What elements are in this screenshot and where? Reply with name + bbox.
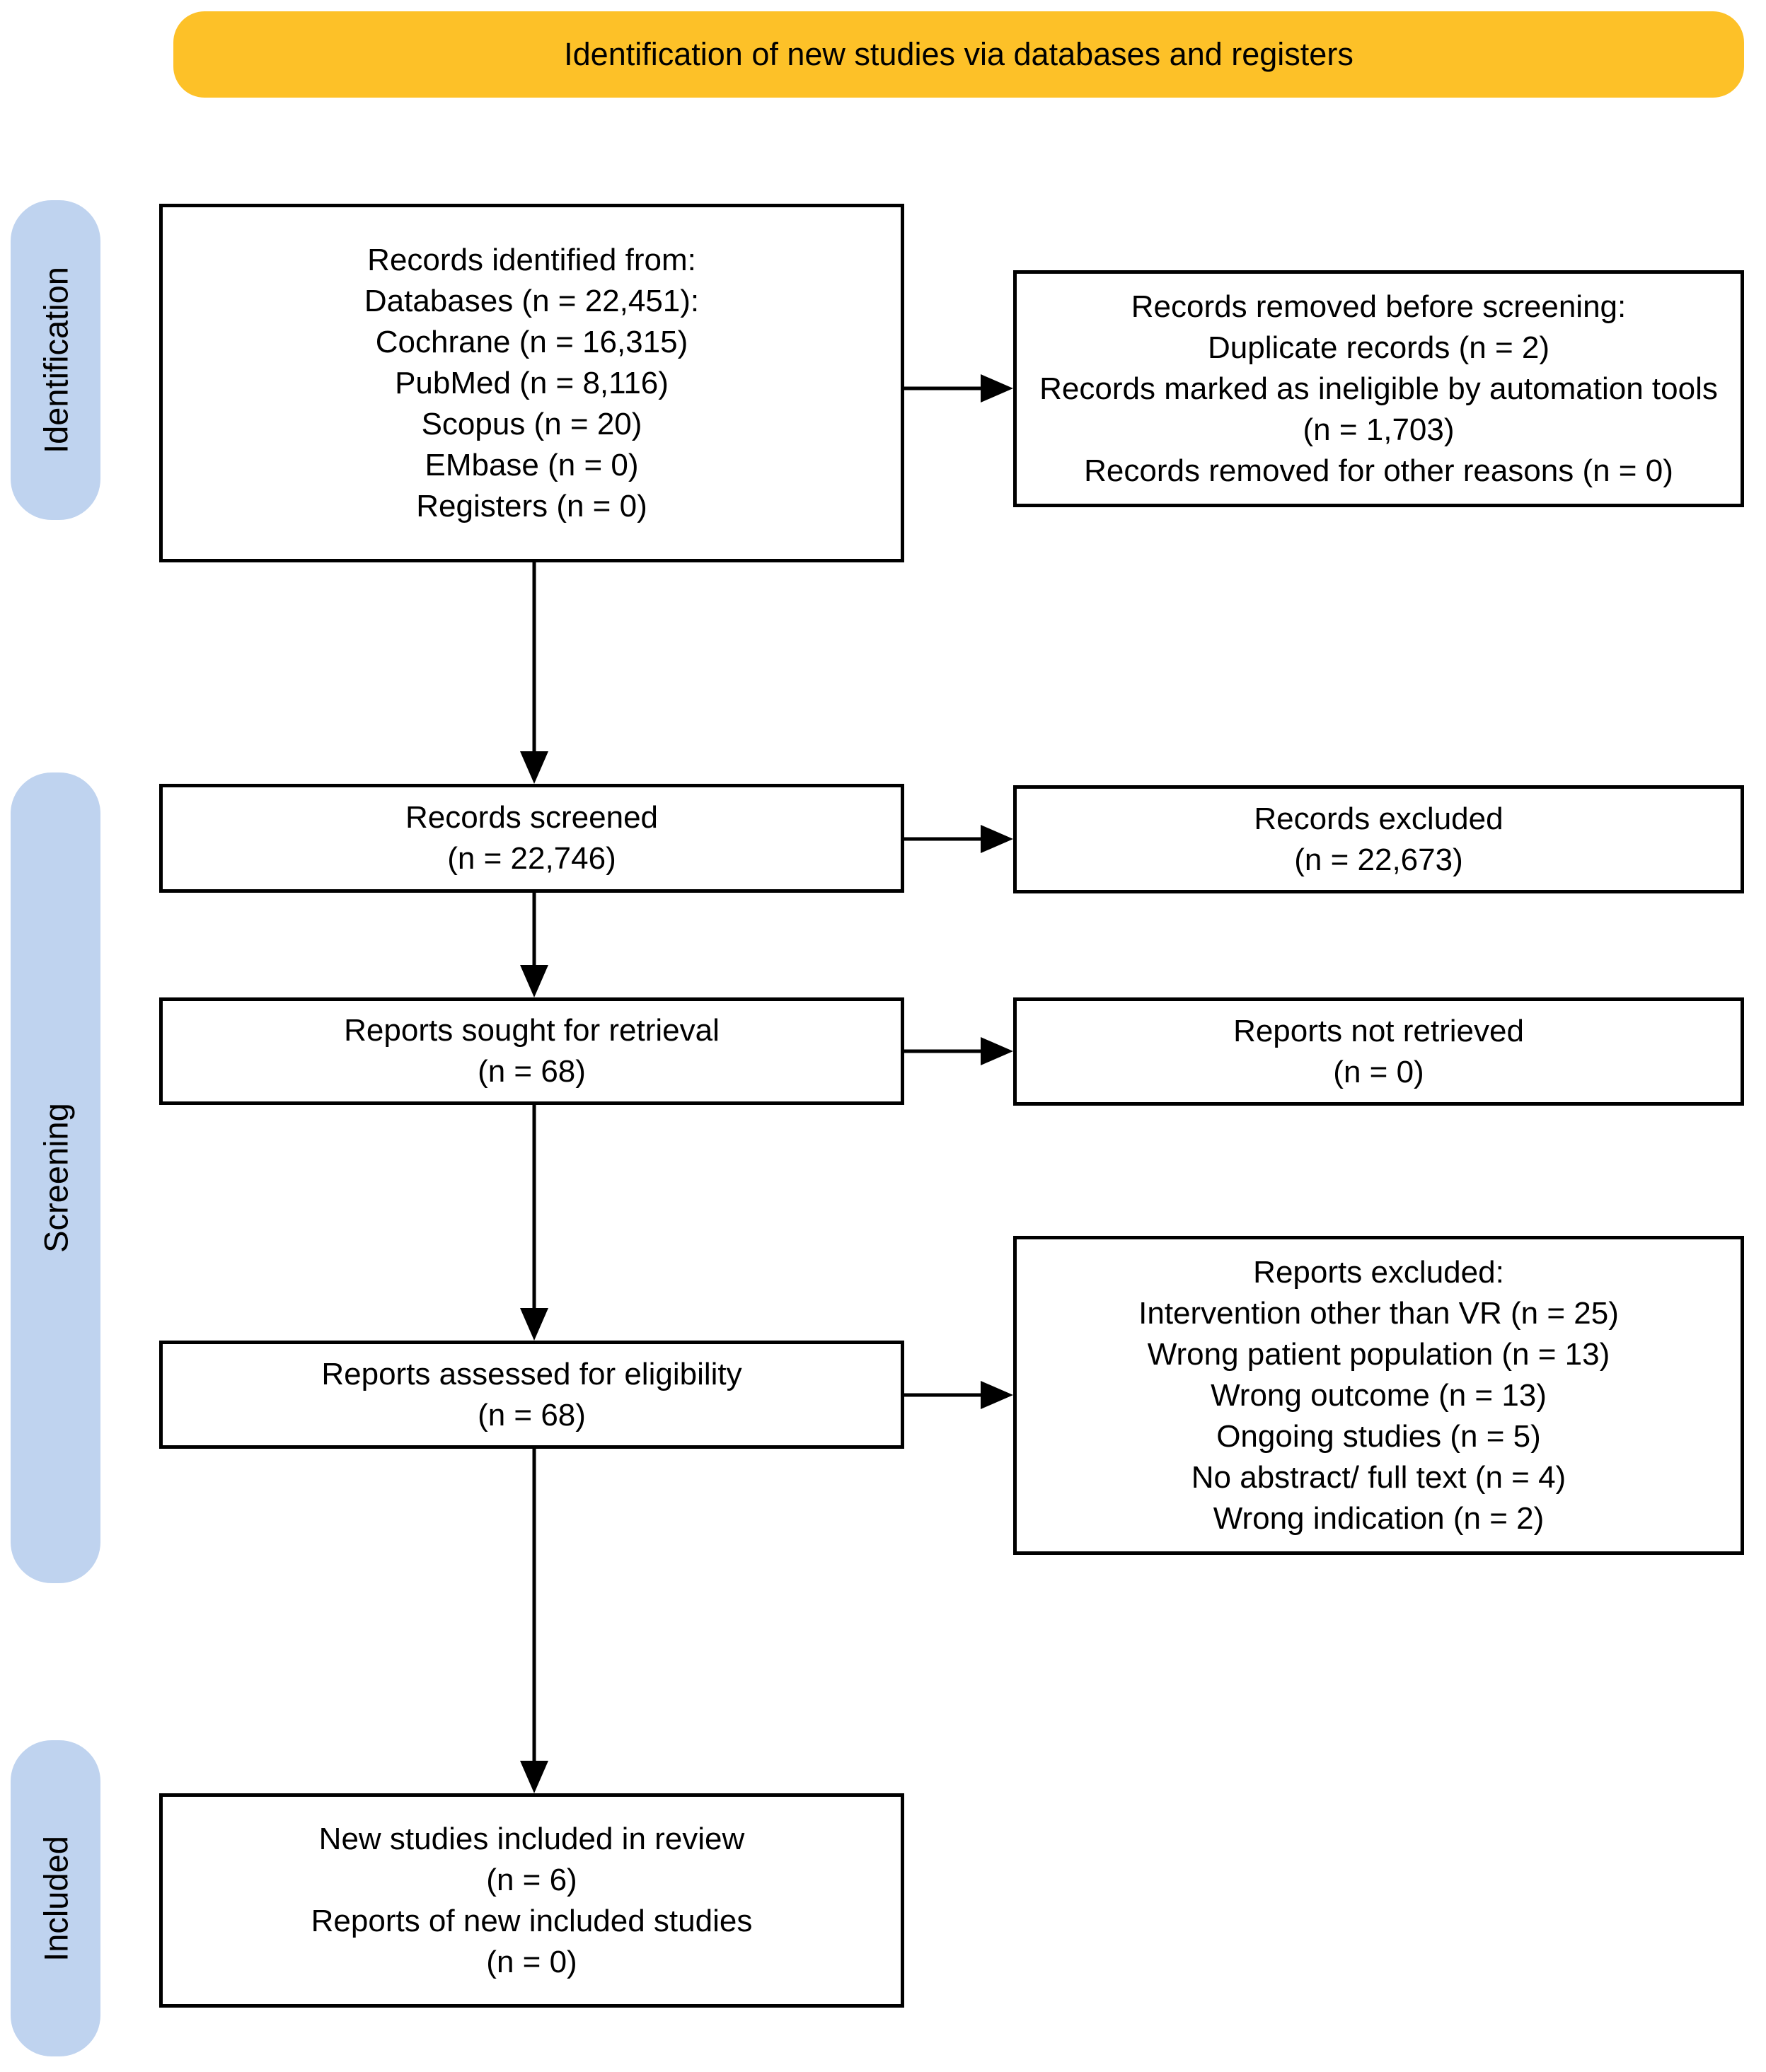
arrow-assessed-to-included (520, 1449, 548, 1793)
box-line: Records marked as ineligible by automati… (1039, 371, 1718, 447)
box-line: Reports of new included studies (311, 1903, 753, 1938)
box-line: Reports assessed for eligibility (321, 1356, 742, 1391)
arrow-sought-to-assessed (520, 1105, 548, 1341)
box-line: Records removed for other reasons (n = 0… (1084, 453, 1673, 488)
box-line: No abstract/ full text (n = 4) (1191, 1459, 1566, 1495)
box-line: (n = 0) (486, 1944, 577, 1979)
box-reports-assessed: Reports assessed for eligibility (n = 68… (159, 1341, 904, 1449)
box-line: Reports excluded: (1253, 1254, 1504, 1290)
box-line: Reports not retrieved (1233, 1013, 1524, 1048)
box-line: Scopus (n = 20) (421, 406, 642, 441)
arrow-head (981, 825, 1013, 853)
box-records-removed: Records removed before screening: Duplic… (1013, 270, 1744, 507)
box-records-screened: Records screened (n = 22,746) (159, 784, 904, 893)
box-line: PubMed (n = 8,116) (395, 365, 669, 400)
box-reports-excluded: Reports excluded: Intervention other tha… (1013, 1236, 1744, 1555)
box-line: (n = 22,673) (1294, 842, 1463, 877)
box-line: Wrong patient population (n = 13) (1147, 1336, 1610, 1372)
box-line: Registers (n = 0) (416, 488, 647, 523)
box-line: Duplicate records (n = 2) (1208, 330, 1549, 365)
box-line: Wrong outcome (n = 13) (1211, 1377, 1547, 1413)
arrow-screened-to-excluded (904, 825, 1013, 853)
stage-label-included-text: Included (37, 1835, 74, 1962)
box-line: (n = 68) (478, 1054, 586, 1089)
box-reports-sought: Reports sought for retrieval (n = 68) (159, 997, 904, 1105)
box-line: Wrong indication (n = 2) (1213, 1500, 1545, 1536)
arrow-screened-to-sought (520, 893, 548, 997)
arrow-head (520, 1761, 548, 1793)
stage-label-included: Included (11, 1740, 100, 2056)
box-line: (n = 68) (478, 1397, 586, 1433)
box-line: Records identified from: (367, 242, 696, 277)
box-line: EMbase (n = 0) (425, 447, 639, 482)
box-line: Ongoing studies (n = 5) (1216, 1418, 1541, 1454)
box-line: (n = 0) (1333, 1054, 1424, 1089)
box-line: Records excluded (1254, 801, 1504, 836)
box-line: (n = 6) (486, 1862, 577, 1897)
box-records-identified: Records identified from: Databases (n = … (159, 204, 904, 562)
arrow-sought-to-not-retrieved (904, 1037, 1013, 1065)
box-new-studies-included: New studies included in review (n = 6) R… (159, 1793, 904, 2008)
arrow-head (520, 1308, 548, 1341)
box-line: New studies included in review (318, 1821, 745, 1856)
box-line: Records screened (405, 800, 659, 835)
box-reports-not-retrieved: Reports not retrieved (n = 0) (1013, 997, 1744, 1106)
box-line: Reports sought for retrieval (344, 1013, 720, 1048)
arrow-identified-to-screened (520, 562, 548, 784)
arrow-head (520, 751, 548, 784)
stage-label-screening: Screening (11, 772, 100, 1583)
arrow-head (981, 374, 1013, 403)
arrow-head (981, 1037, 1013, 1065)
stage-label-identification-text: Identification (37, 267, 74, 453)
box-line: Intervention other than VR (n = 25) (1138, 1295, 1619, 1331)
banner: Identification of new studies via databa… (173, 11, 1744, 98)
box-line: Records removed before screening: (1131, 289, 1627, 324)
stage-label-identification: Identification (11, 200, 100, 520)
box-line: Cochrane (n = 16,315) (375, 324, 688, 359)
arrow-assessed-to-reports-excluded (904, 1381, 1013, 1409)
arrow-identified-to-removed (904, 374, 1013, 403)
box-line: Databases (n = 22,451): (364, 283, 700, 318)
arrow-head (520, 965, 548, 997)
banner-title: Identification of new studies via databa… (564, 36, 1354, 72)
box-records-excluded: Records excluded (n = 22,673) (1013, 785, 1744, 893)
arrow-head (981, 1381, 1013, 1409)
stage-label-screening-text: Screening (37, 1103, 74, 1253)
box-line: (n = 22,746) (447, 841, 616, 876)
